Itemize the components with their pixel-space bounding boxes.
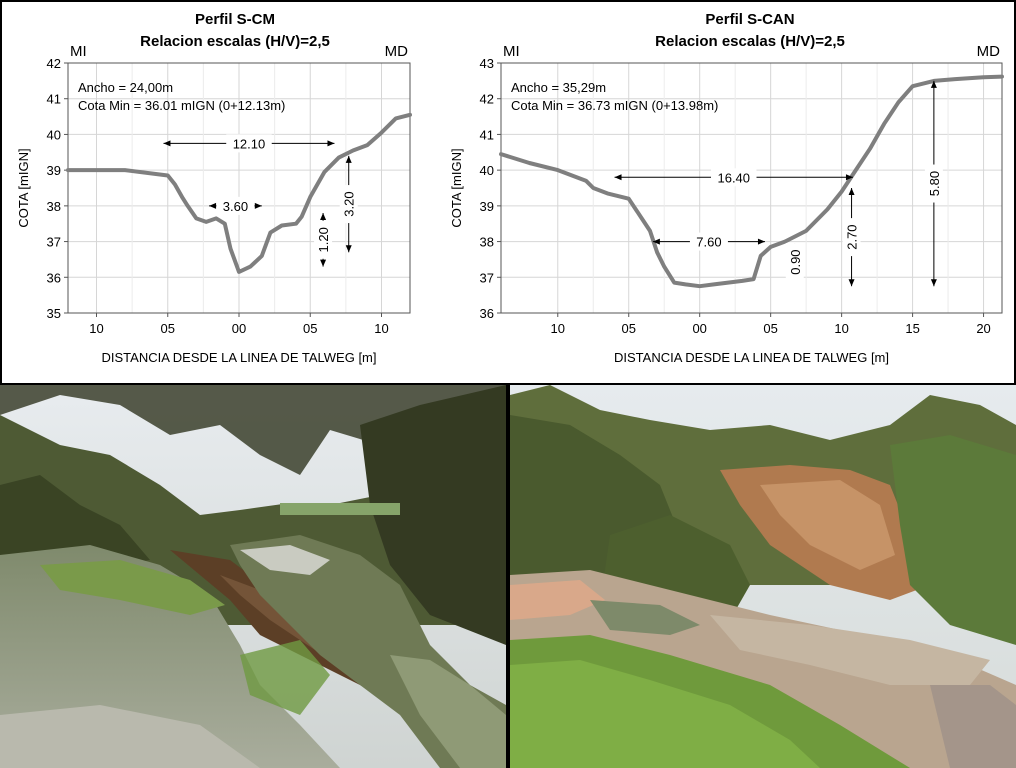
y-tick-label: 41 [480, 127, 494, 142]
left-bank-label: MI [503, 43, 520, 60]
y-tick-label: 38 [47, 199, 61, 214]
y-tick-label: 36 [47, 270, 61, 285]
x-tick-label: 15 [905, 321, 919, 336]
photo-left-stream [0, 385, 506, 768]
dimension-label: 3.20 [342, 191, 357, 216]
dimension-label: 7.60 [696, 235, 721, 250]
profiles-svg: Perfil S-CM Relacion escalas (H/V)=2,5 MI M… [0, 0, 1016, 385]
dimension-v-arrow-bottom [930, 279, 937, 287]
x-tick-label: 05 [161, 321, 175, 336]
x-tick-label: 10 [834, 321, 848, 336]
dimension-v-arrow-top [848, 188, 855, 195]
profiles-panel: Perfil S-CM Relacion escalas (H/V)=2,5 MI M… [0, 0, 1016, 385]
chart-title: Perfil S-CM [195, 11, 275, 28]
dimension-h-arrow-end [757, 238, 765, 245]
x-tick-label: 00 [232, 321, 246, 336]
dimension-h-arrow-start [163, 140, 171, 147]
y-tick-label: 39 [480, 199, 494, 214]
x-tick-label: 00 [692, 321, 706, 336]
dimension-h-arrow-end [327, 140, 335, 147]
x-tick-label: 10 [374, 321, 388, 336]
y-tick-label: 35 [47, 306, 61, 321]
y-tick-label: 42 [47, 56, 61, 71]
y-tick-label: 41 [47, 92, 61, 107]
chart-perfil-s-cm: Perfil S-CM Relacion escalas (H/V)=2,5 MI M… [16, 11, 412, 365]
y-tick-label: 40 [480, 163, 494, 178]
annotation-text: Ancho = 24,00m [78, 80, 173, 95]
x-tick-label: 10 [551, 321, 565, 336]
dimension-label-bg [339, 185, 358, 224]
x-axis-label: DISTANCIA DESDE LA LINEA DE TALWEG [m] [102, 350, 377, 365]
profile-line [499, 74, 1004, 289]
annotation-text: Ancho = 35,29m [511, 80, 606, 95]
photo-right-gully [510, 385, 1016, 768]
annotation-text: Cota Min = 36.01 mIGN (0+12.13m) [78, 98, 285, 113]
dimension-label-bg [216, 196, 255, 215]
right-bank-label: MD [385, 43, 408, 60]
dimension-h-arrow-end [845, 174, 853, 181]
dimension-label-bg [924, 164, 943, 203]
y-tick-label: 38 [480, 235, 494, 250]
dimension-v-arrow-top [320, 213, 327, 220]
y-axis-label: COTA [mIGN] [16, 148, 31, 227]
dimension-label: 12.10 [233, 136, 266, 151]
left-bank-label: MI [70, 43, 87, 60]
y-tick-label: 40 [47, 127, 61, 142]
dimension-label-bg [314, 220, 333, 259]
chart-perfil-s-can: Perfil S-CAN Relacion escalas (H/V)=2,5 MI… [449, 11, 1004, 365]
dimension-v-arrow-top [930, 80, 937, 88]
dimension-label: 0.90 [788, 249, 803, 274]
chart-subtitle: Relacion escalas (H/V)=2,5 [655, 33, 845, 50]
dimension-label: 5.80 [927, 171, 942, 196]
dimension-label: 3.60 [223, 199, 248, 214]
dimension-v-arrow-top [345, 155, 352, 163]
x-tick-label: 05 [621, 321, 635, 336]
x-tick-label: 10 [89, 321, 103, 336]
dimension-label: 1.20 [316, 227, 331, 252]
x-axis-label: DISTANCIA DESDE LA LINEA DE TALWEG [m] [614, 350, 889, 365]
dimension-h-arrow-end [254, 202, 262, 209]
x-tick-label: 20 [976, 321, 990, 336]
dimension-v-arrow-bottom [320, 259, 327, 267]
dimension-label-bg [785, 243, 804, 282]
plot-frame [500, 62, 1003, 314]
y-tick-label: 37 [47, 235, 61, 250]
annotation-text: Cota Min = 36.73 mIGN (0+13.98m) [511, 98, 718, 113]
plot-area [501, 63, 1002, 313]
dimension-label-bg [689, 232, 728, 251]
y-tick-label: 43 [480, 56, 494, 71]
dimension-h-arrow-start [614, 174, 622, 181]
dimension-h-arrow-start [209, 202, 217, 209]
y-tick-label: 36 [480, 306, 494, 321]
chart-subtitle: Relacion escalas (H/V)=2,5 [140, 33, 330, 50]
dimension-label-bg [711, 168, 757, 187]
dimension-v-arrow-bottom [848, 279, 855, 287]
y-tick-label: 42 [480, 92, 494, 107]
dimension-label-bg [226, 134, 272, 153]
dimension-label: 2.70 [845, 224, 860, 249]
dimension-label: 16.40 [717, 170, 750, 185]
chart-title: Perfil S-CAN [705, 11, 794, 28]
y-tick-label: 37 [480, 270, 494, 285]
profile-line [66, 112, 412, 274]
x-tick-label: 05 [303, 321, 317, 336]
y-tick-label: 39 [47, 163, 61, 178]
y-axis-label: COTA [mIGN] [449, 148, 464, 227]
dimension-label-bg [842, 218, 861, 257]
x-tick-label: 05 [763, 321, 777, 336]
right-bank-label: MD [977, 43, 1000, 60]
dimension-h-arrow-start [652, 238, 660, 245]
dimension-v-arrow-bottom [345, 245, 352, 253]
